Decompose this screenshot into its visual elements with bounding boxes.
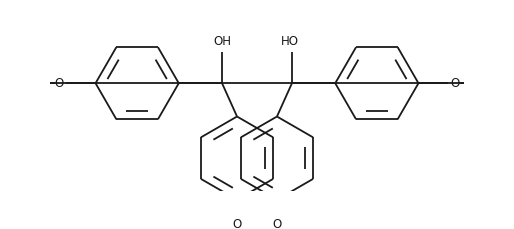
Text: O: O	[54, 77, 64, 90]
Text: OH: OH	[213, 35, 231, 48]
Text: O: O	[450, 77, 460, 90]
Text: O: O	[232, 218, 242, 229]
Text: HO: HO	[281, 35, 299, 48]
Text: O: O	[272, 218, 282, 229]
